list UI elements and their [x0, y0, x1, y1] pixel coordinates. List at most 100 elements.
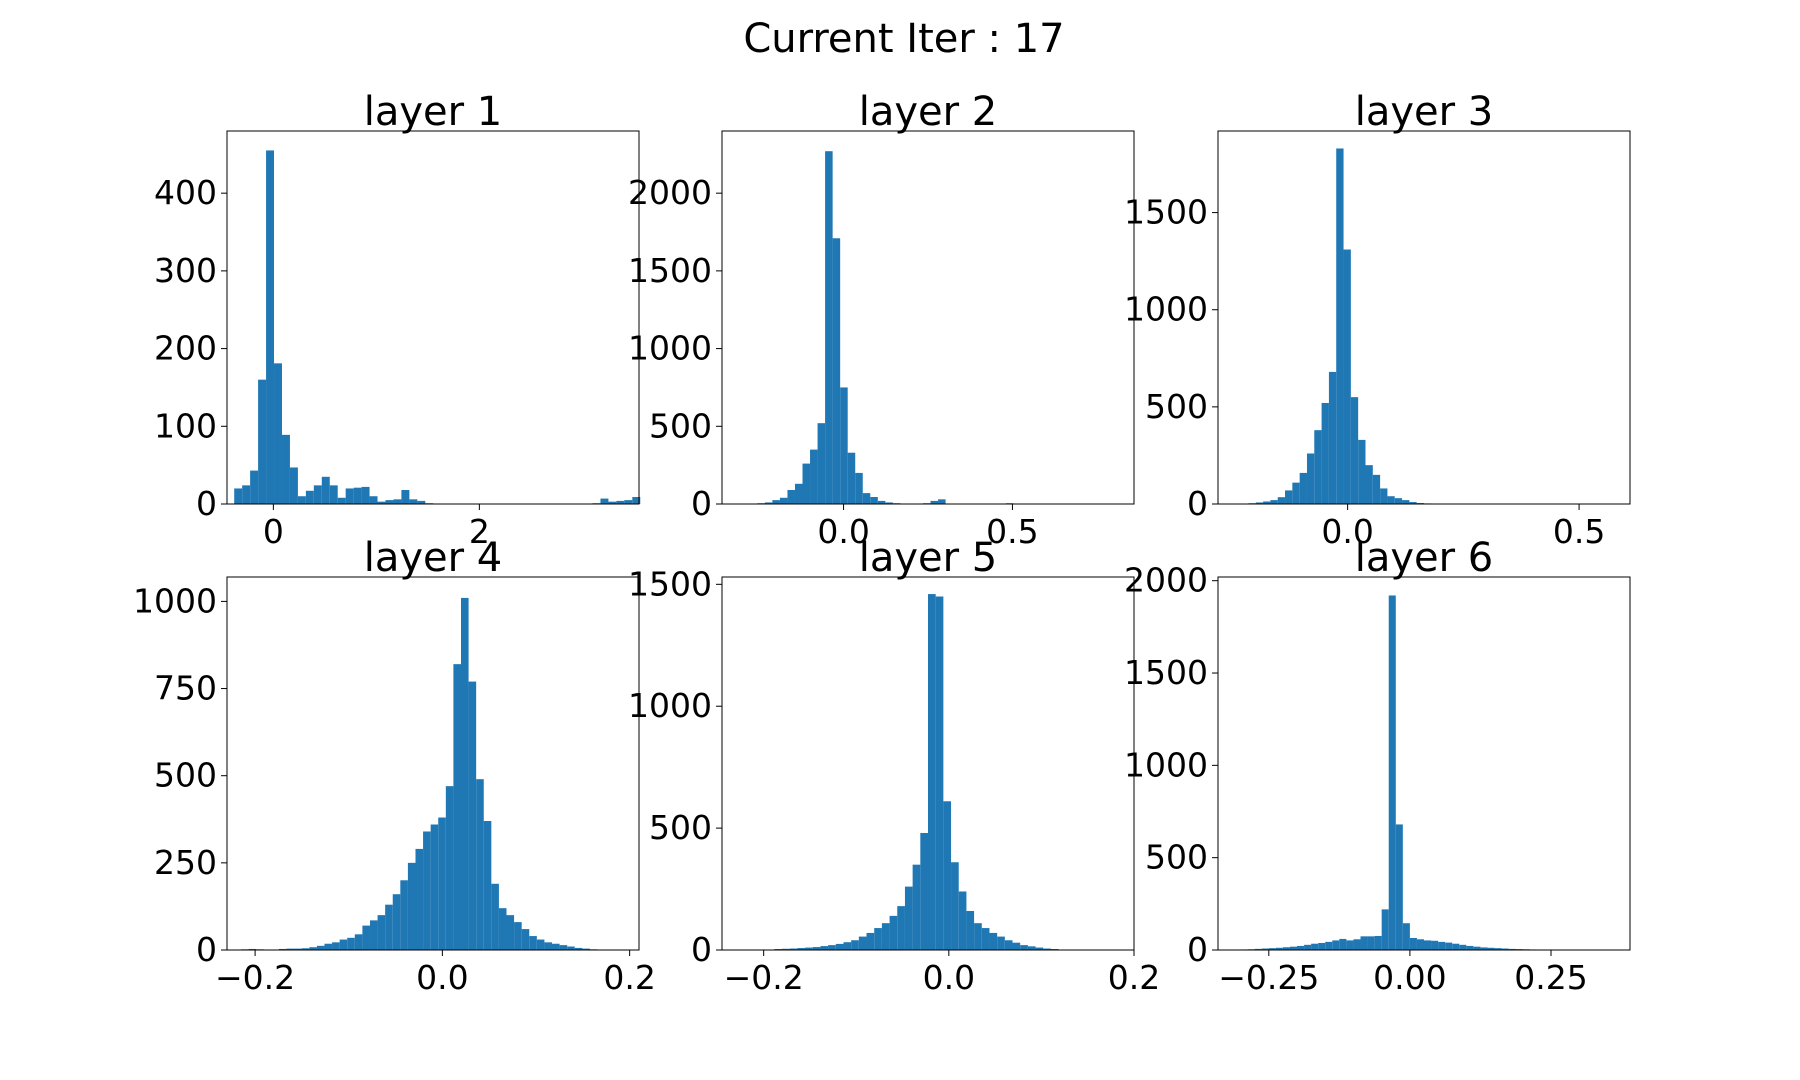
histogram-bar — [1012, 942, 1021, 950]
histogram-bar — [582, 948, 590, 950]
histogram-bar — [483, 821, 492, 950]
histogram-bar — [337, 497, 346, 504]
x-tick-label: 0.2 — [603, 958, 655, 997]
histogram-bar — [289, 467, 298, 504]
histogram-bar — [476, 779, 484, 950]
histogram-bar — [1360, 936, 1368, 950]
histogram-bar — [1374, 935, 1382, 950]
x-tick-label: 0.2 — [1108, 958, 1160, 997]
histogram-bar — [544, 942, 553, 950]
histogram-bar — [1388, 595, 1396, 950]
histogram-bar — [552, 943, 560, 950]
panel-title: layer 3 — [1355, 89, 1494, 135]
histogram-3: layer 3 0 500 1000 1500 0.0 0.5 — [1124, 89, 1631, 551]
x-tick-label: 0.5 — [986, 512, 1038, 551]
histogram-bar — [445, 786, 454, 950]
x-tick-label: 0.0 — [416, 958, 468, 997]
histogram-bar — [321, 476, 330, 504]
histogram-bar — [417, 500, 426, 504]
axes-frame — [721, 576, 1135, 951]
histogram-bar — [574, 947, 583, 950]
histogram-bar — [1343, 249, 1351, 504]
histogram-panels: layer 1 0 100 200 300 400 0 2 layer 2 0 500 1000 150… — [133, 89, 1631, 997]
histogram-bar — [825, 151, 833, 504]
histogram-bar — [242, 485, 251, 504]
histogram-1: layer 1 0 100 200 300 400 0 2 — [154, 89, 641, 551]
axes-frame — [226, 130, 640, 505]
y-tick-label: 500 — [154, 756, 217, 795]
histogram-bar — [1431, 940, 1439, 950]
histogram-bar — [1035, 947, 1044, 950]
histogram-bar — [794, 483, 803, 504]
histogram-bar — [430, 824, 439, 950]
x-tick-label: 0.25 — [1514, 958, 1587, 997]
y-tick-label: 0 — [1187, 484, 1208, 523]
histogram-bar — [401, 490, 410, 504]
histogram-2: layer 2 0 500 1000 1500 2000 0.0 0.5 — [628, 89, 1135, 551]
histogram-bar — [862, 493, 871, 504]
histogram-bar — [354, 934, 363, 950]
histogram-bar — [369, 920, 378, 950]
histogram-bar — [1380, 488, 1388, 504]
histogram-bar — [377, 915, 386, 950]
histogram-bar — [764, 502, 773, 504]
histogram-bar — [1292, 482, 1300, 504]
histogram-bar — [453, 664, 461, 950]
histogram-6: layer 6 0 500 1000 1500 2000 −0.25 0.00 0.25 — [1124, 535, 1631, 997]
histogram-bar — [817, 423, 826, 504]
histogram-bar — [632, 497, 641, 504]
histogram-bar — [1402, 923, 1410, 950]
histogram-bar — [1452, 943, 1460, 950]
histogram-bar — [981, 928, 990, 950]
histogram-bar — [874, 928, 882, 950]
y-tick-label: 500 — [649, 808, 712, 847]
histogram-bar — [491, 883, 499, 950]
y-tick-label: 500 — [1145, 838, 1208, 877]
histogram-bar — [294, 948, 302, 950]
histogram-bar — [234, 488, 243, 504]
histogram-bar — [286, 948, 295, 950]
y-tick-label: 1500 — [628, 564, 712, 603]
y-tick-label: 0 — [196, 930, 217, 969]
histogram-bar — [1004, 940, 1013, 950]
axes-frame — [1217, 130, 1631, 505]
histogram-bar — [1285, 490, 1293, 504]
y-tick-label: 100 — [154, 406, 217, 445]
histogram-bar — [600, 498, 609, 504]
histogram-bar — [1321, 402, 1329, 504]
histogram-bar — [1367, 936, 1375, 950]
histogram-bar — [415, 848, 424, 950]
histogram-bar — [1314, 430, 1322, 504]
histogram-bar — [316, 945, 325, 950]
histogram-bar — [1255, 502, 1264, 504]
histogram-bar — [521, 929, 530, 950]
histogram-bar — [409, 499, 418, 504]
histogram-bar — [1346, 940, 1354, 950]
histogram-bar — [889, 915, 898, 950]
y-tick-label: 1000 — [628, 329, 712, 368]
panel-title: layer 1 — [364, 89, 503, 135]
histogram-bar — [1306, 453, 1315, 504]
panel-title: layer 5 — [859, 535, 998, 581]
figure-title: Current Iter : 17 — [743, 16, 1064, 62]
histogram-bar — [966, 910, 975, 950]
histogram-bar — [928, 594, 936, 950]
histogram-bar — [787, 490, 795, 504]
histogram-bar — [567, 946, 575, 950]
histogram-bar — [514, 922, 522, 950]
histogram-bar — [329, 485, 338, 504]
histogram-bar — [789, 948, 798, 950]
histogram-bar — [1270, 500, 1278, 504]
histogram-bar — [1353, 939, 1361, 950]
histogram-bar — [1311, 943, 1319, 950]
histogram-bar — [1466, 945, 1474, 950]
histogram-bar — [1394, 498, 1403, 504]
histogram-bar — [1289, 946, 1298, 950]
histogram-bar — [958, 891, 967, 950]
histogram-bar — [1508, 948, 1516, 950]
histogram-bar — [912, 864, 921, 950]
histogram-bar — [468, 681, 477, 950]
histogram-bar — [1387, 496, 1395, 504]
histogram-bar — [1282, 947, 1290, 950]
